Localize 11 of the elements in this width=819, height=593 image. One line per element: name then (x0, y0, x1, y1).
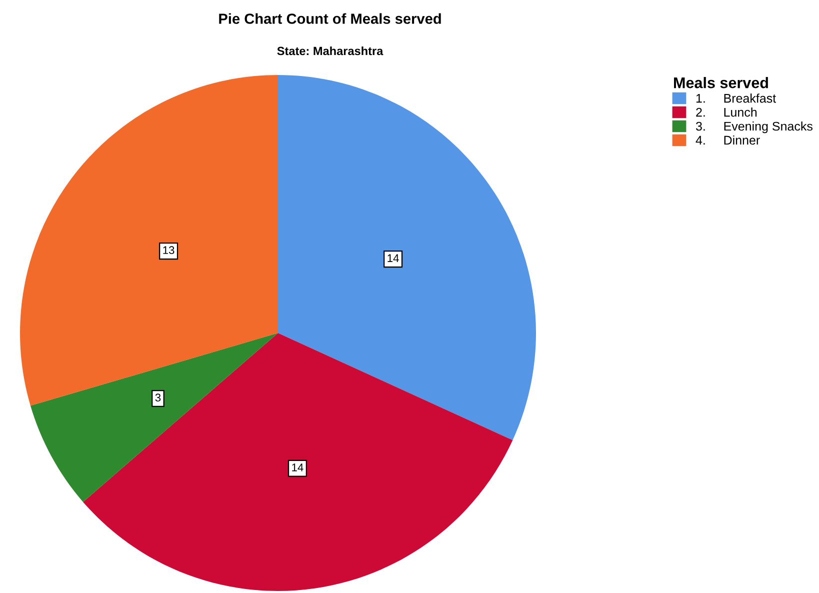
legend-label: 3. Evening Snacks (696, 121, 812, 134)
data-label: 13 (163, 246, 174, 254)
data-label: 14 (388, 254, 399, 262)
data-label: 14 (292, 464, 304, 472)
chart-title: Pie Chart Count of Meals served (219, 13, 441, 24)
legend-label: 1. Breakfast (696, 94, 776, 103)
legend-label: 2. Lunch (696, 108, 757, 117)
legend-title: Meals served (674, 77, 768, 88)
legend-label: 4. Dinner (696, 135, 760, 145)
chart-subtitle: State: Maharashtra (277, 46, 384, 56)
data-label: 3 (155, 394, 161, 402)
